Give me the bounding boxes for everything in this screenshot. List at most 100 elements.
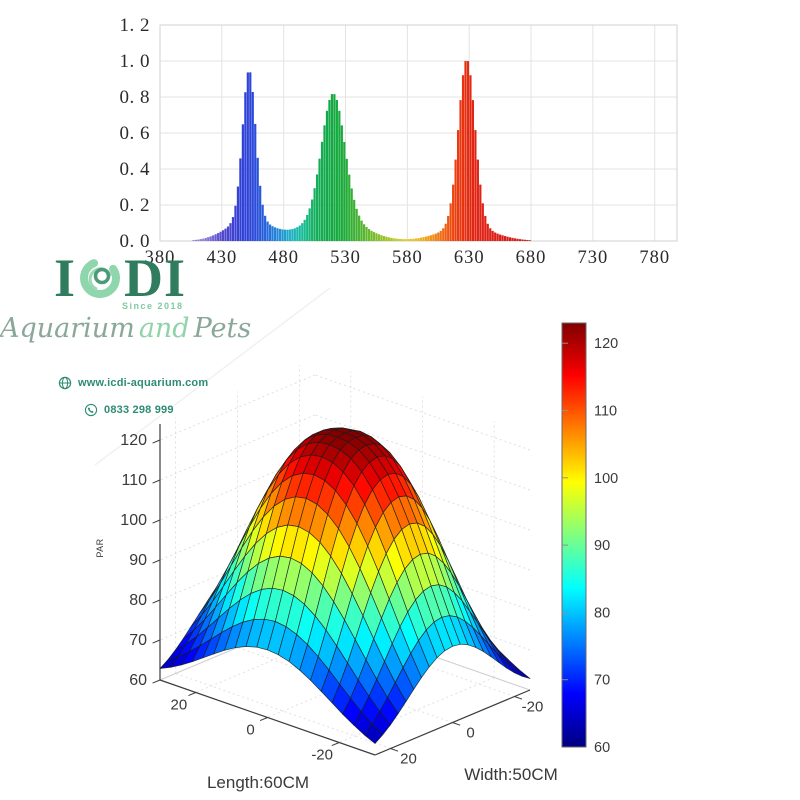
spectrum-bar bbox=[496, 233, 499, 241]
spectrum-bar bbox=[328, 99, 331, 241]
globe-icon bbox=[58, 376, 72, 390]
grid-line bbox=[159, 454, 316, 521]
spectrum-bar bbox=[313, 188, 316, 241]
spectrum-bar bbox=[197, 239, 200, 241]
brand-logo: I DI Since 2018 Aquarium and Pets www.icdi… bbox=[0, 250, 251, 425]
spectrum-bar bbox=[434, 233, 437, 241]
spectrum-bar bbox=[348, 174, 351, 241]
spectrum-bar bbox=[358, 215, 361, 241]
spectrum-bar bbox=[360, 220, 363, 241]
spectrum-bar bbox=[288, 229, 291, 241]
spectrum-bar bbox=[429, 235, 432, 241]
spectrum-bar bbox=[486, 223, 489, 241]
colorbar-tick-label: 120 bbox=[594, 336, 618, 352]
grid-line bbox=[152, 479, 161, 484]
spectrum-bar bbox=[437, 232, 440, 241]
spectrum-bar bbox=[209, 236, 212, 241]
spectrum-bar bbox=[244, 92, 247, 241]
spectrum-x-tick-label: 580 bbox=[392, 248, 423, 268]
spectrum-bar bbox=[296, 227, 299, 241]
spectrum-bar bbox=[392, 238, 395, 241]
spectrum-bar bbox=[380, 235, 383, 241]
spectrum-bar bbox=[454, 159, 457, 241]
spectrum-area bbox=[192, 61, 531, 242]
swirl-outer-arc bbox=[80, 258, 120, 298]
spectrum-bar bbox=[333, 94, 336, 241]
surface-y-tick-label: 20 bbox=[400, 751, 417, 768]
spectrum-x-tick-label: 480 bbox=[268, 248, 299, 268]
surface-z-tick-label: 110 bbox=[121, 472, 147, 489]
spectrum-bar bbox=[528, 240, 531, 241]
spectrum-bar bbox=[293, 228, 296, 241]
grid-line bbox=[452, 722, 461, 726]
spectrum-bar bbox=[298, 225, 301, 241]
grid-line bbox=[259, 717, 268, 722]
spectrum-bar bbox=[362, 224, 366, 241]
colorbar-tick-label: 110 bbox=[594, 403, 617, 419]
surface-z-tick-label: 80 bbox=[129, 592, 147, 609]
spectrum-bar bbox=[456, 130, 460, 241]
spectrum-bar bbox=[194, 239, 197, 241]
spectrum-bar bbox=[224, 228, 227, 241]
spectrum-x-tick-label: 680 bbox=[516, 248, 547, 268]
spectrum-bar bbox=[382, 236, 385, 241]
surface-mesh-cell bbox=[363, 723, 384, 744]
spectrum-bar bbox=[407, 239, 410, 241]
spectrum-bar bbox=[214, 234, 217, 241]
grid-line bbox=[159, 534, 316, 601]
spectrum-bar bbox=[459, 100, 462, 241]
tagline-word-aquarium: Aquarium bbox=[0, 313, 135, 344]
spectrum-bar bbox=[281, 229, 284, 241]
spectrum-bar bbox=[268, 224, 272, 241]
spectrum-bar bbox=[308, 208, 311, 241]
spectrum-bar bbox=[283, 229, 287, 241]
spectrum-bar bbox=[518, 239, 522, 241]
spectrum-bar bbox=[476, 159, 479, 241]
grid-line bbox=[195, 627, 351, 693]
tagline-word-and: and bbox=[138, 313, 190, 344]
spectrum-bar bbox=[338, 110, 341, 241]
spectrum-bar bbox=[395, 238, 398, 241]
spectrum-bar bbox=[412, 238, 415, 241]
spectrum-y-tick-label: 0. 8 bbox=[120, 87, 151, 108]
spectrum-bar bbox=[367, 229, 371, 241]
surface-z-tick-label: 100 bbox=[120, 512, 147, 529]
spectrum-bar bbox=[494, 232, 497, 241]
spectrum-bar bbox=[390, 237, 393, 241]
grid-line bbox=[152, 439, 161, 444]
spectrum-bar bbox=[246, 72, 249, 242]
spectrum-bar bbox=[481, 203, 484, 241]
spectrum-bar bbox=[318, 158, 321, 241]
spectrum-bar bbox=[471, 100, 475, 241]
brand-since: Since 2018 bbox=[122, 301, 184, 311]
spectrum-bar bbox=[212, 235, 215, 241]
spectrum-bar bbox=[330, 94, 334, 241]
grid-line bbox=[159, 574, 316, 641]
surface-ticks bbox=[152, 439, 523, 752]
surface-z-tick-label: 120 bbox=[120, 432, 147, 449]
surface-y-tick-label: 0 bbox=[466, 725, 474, 742]
tagline-word-pets: Pets bbox=[193, 313, 252, 344]
spectrum-bar bbox=[501, 235, 504, 241]
spectrum-bar bbox=[439, 230, 442, 241]
website-row: www.icdi-aquarium.com bbox=[58, 376, 208, 390]
spectrum-bar bbox=[229, 223, 232, 241]
grid-line bbox=[159, 374, 316, 441]
spectrum-bar bbox=[414, 238, 418, 241]
grid-line bbox=[159, 494, 316, 561]
spectrum-bar bbox=[377, 234, 381, 241]
spectrum-bar bbox=[259, 185, 262, 241]
spectrum-bar bbox=[251, 91, 254, 242]
spectrum-bar bbox=[340, 125, 343, 241]
spectrum-bar bbox=[350, 188, 353, 241]
colorbar bbox=[561, 322, 587, 748]
grid-line bbox=[188, 692, 196, 697]
spectrum-bar bbox=[491, 230, 494, 241]
spectrum-bar bbox=[419, 237, 423, 241]
spectrum-bar bbox=[306, 214, 309, 241]
brand-tagline: Aquarium and Pets bbox=[0, 313, 251, 344]
spectrum-bar bbox=[204, 237, 207, 241]
spectrum-bar bbox=[422, 237, 425, 241]
